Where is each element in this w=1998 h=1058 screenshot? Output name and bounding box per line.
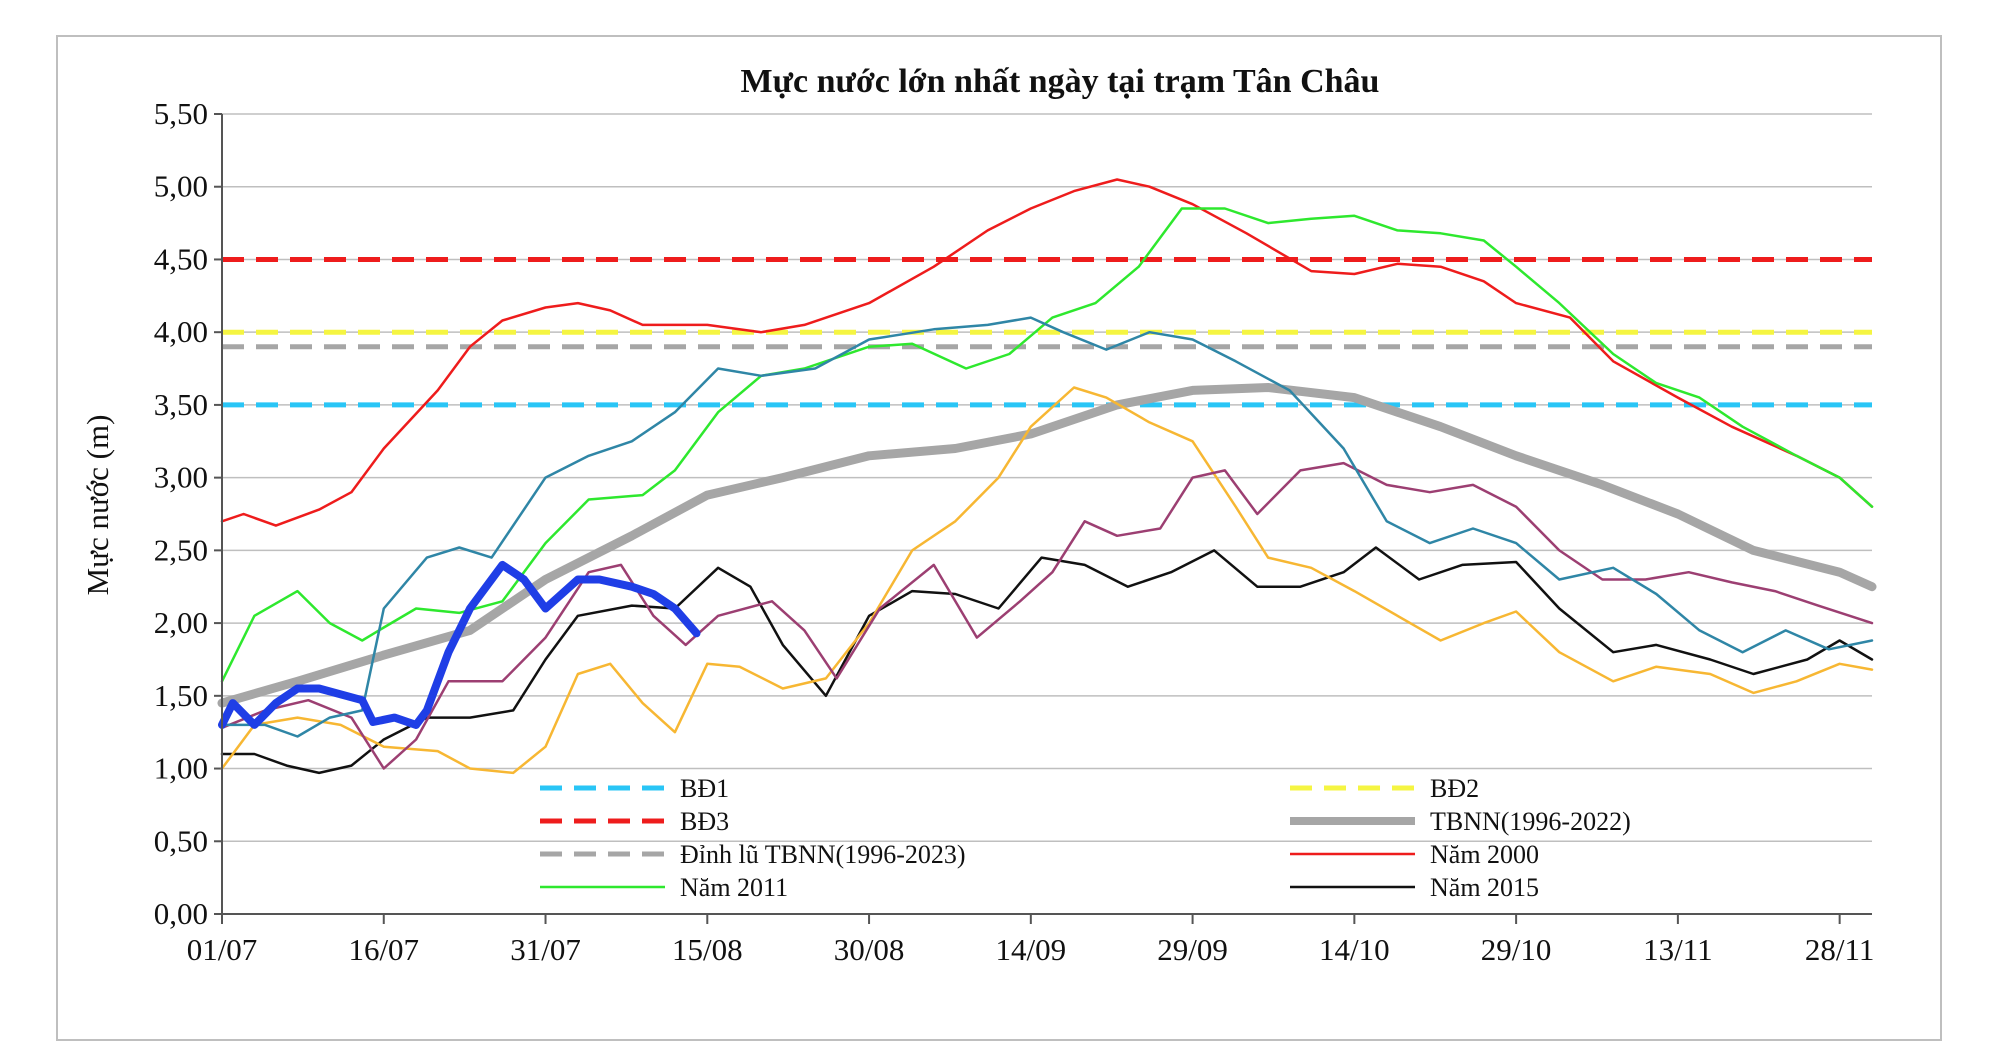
x-tick-label: 31/07 <box>510 932 581 967</box>
x-tick-label: 30/08 <box>834 932 905 967</box>
y-tick-label: 1,50 <box>154 678 208 713</box>
series-line-unlabeled-11 <box>218 560 701 729</box>
legend-label: Năm 2000 <box>1430 840 1539 869</box>
x-tick-label: 15/08 <box>672 932 743 967</box>
y-tick-label: 3,00 <box>154 460 208 495</box>
y-tick-label: 5,50 <box>154 96 208 131</box>
y-tick-label: 4,00 <box>154 314 208 349</box>
series-lines <box>217 178 1877 775</box>
x-axis-ticks: 01/07 16/07 31/07 15/08 30/08 14/09 29/09 14/10… <box>187 914 1874 967</box>
y-tick-label: 2,50 <box>154 532 208 567</box>
series-line-tbnn-1996-2022 <box>217 383 1877 708</box>
legend-label: Năm 2011 <box>680 873 788 902</box>
x-tick-label: 28/11 <box>1805 932 1874 967</box>
legend-label: BĐ1 <box>680 774 729 803</box>
x-tick-label: 13/11 <box>1643 932 1712 967</box>
legend-label: Năm 2015 <box>1430 873 1539 902</box>
legend-label: Đỉnh lũ TBNN(1996-2023) <box>680 840 966 869</box>
y-tick-label: 5,00 <box>154 169 208 204</box>
x-tick-label: 29/10 <box>1481 932 1552 967</box>
y-axis-label: Mực nước (m) <box>80 415 115 596</box>
legend-label: BĐ3 <box>680 807 729 836</box>
chart-title: Mực nước lớn nhất ngày tại trạm Tân Châu <box>741 63 1380 100</box>
chart-frame <box>56 35 1942 1041</box>
legend: BĐ1 BĐ2 BĐ3 TBNN(1996-2022) Đỉnh lũ TBNN(199… <box>540 774 1631 902</box>
y-tick-label: 1,00 <box>154 751 208 786</box>
y-tick-label: 0,50 <box>154 823 208 858</box>
series-line-nam-2015 <box>220 546 1874 775</box>
series-line-unlabeled-9 <box>220 461 1874 770</box>
y-tick-label: 0,00 <box>154 896 208 931</box>
series-line-nam-2000 <box>220 178 1874 527</box>
y-tick-label: 2,00 <box>154 605 208 640</box>
x-tick-label: 14/10 <box>1319 932 1390 967</box>
x-tick-label: 14/09 <box>996 932 1067 967</box>
legend-label: BĐ2 <box>1430 774 1479 803</box>
x-tick-label: 16/07 <box>348 932 419 967</box>
x-tick-label: 01/07 <box>187 932 258 967</box>
legend-label: TBNN(1996-2022) <box>1430 807 1631 836</box>
x-tick-label: 29/09 <box>1157 932 1228 967</box>
y-tick-label: 3,50 <box>154 387 208 422</box>
series-line-unlabeled-8 <box>220 386 1874 775</box>
series-line-unlabeled-10 <box>220 316 1874 738</box>
y-tick-label: 4,50 <box>154 241 208 276</box>
series-line-nam-2011 <box>220 207 1874 683</box>
y-axis-ticks: 0,00 0,50 1,00 1,50 2,00 2,50 3,00 3,50 4,00 4,50… <box>154 96 222 931</box>
